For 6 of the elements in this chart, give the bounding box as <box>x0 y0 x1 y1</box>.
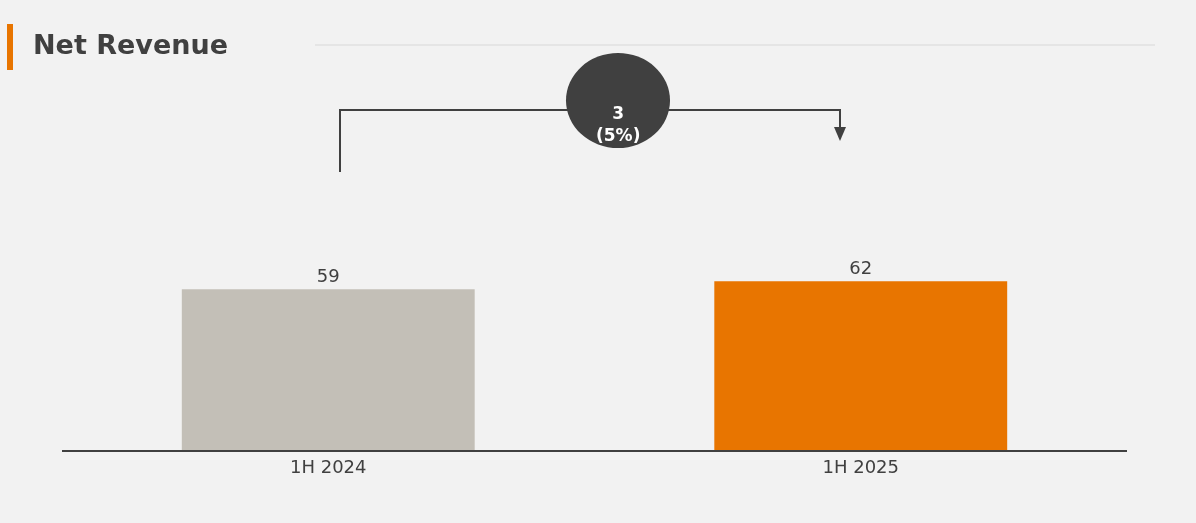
text: 3 (5%) <box>596 103 641 146</box>
x-tick-label: 1H 2025 <box>822 456 900 478</box>
data-label: 59 <box>316 265 340 287</box>
chart-title: Net Revenue <box>33 29 228 61</box>
x-tick-label: 1H 2024 <box>289 456 367 478</box>
data-label: 62 <box>849 257 873 279</box>
